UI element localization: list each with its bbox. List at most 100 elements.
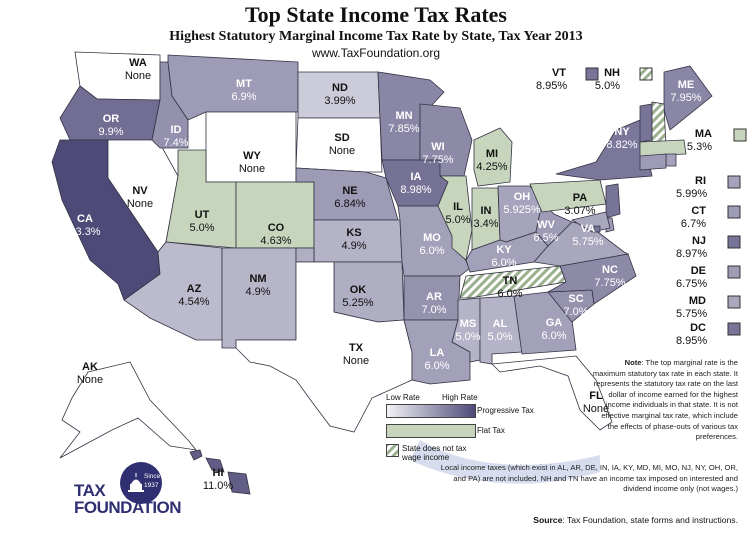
state-abbr: AL xyxy=(492,318,508,330)
state-label-me: ME 7.95% xyxy=(670,79,701,105)
state-abbr: NJ xyxy=(691,235,706,247)
state-abbr: CT xyxy=(691,205,706,217)
source-text: : Tax Foundation, state forms and instru… xyxy=(562,515,738,525)
state-label-wa: WA None xyxy=(125,57,151,83)
state-label-in: IN 3.4% xyxy=(473,205,498,231)
state-abbr: OR xyxy=(102,113,120,125)
state-rate: 5.99% xyxy=(676,188,708,200)
state-nc xyxy=(547,253,637,305)
state-rate: None xyxy=(126,198,154,210)
state-abbr: NE xyxy=(342,185,358,197)
state-rate: 6.75% xyxy=(676,278,708,290)
state-abbr: MT xyxy=(236,78,252,90)
swatch-ma xyxy=(733,128,747,142)
swatch-de xyxy=(727,265,741,279)
website-link[interactable]: www.TaxFoundation.org xyxy=(311,46,441,60)
note-text: Note: The top marginal rate is the maxim… xyxy=(590,358,738,443)
state-tx xyxy=(235,261,413,433)
state-label-ne: NE 6.84% xyxy=(334,185,365,211)
state-label-tn: TN 6.0% xyxy=(497,275,522,301)
side-label-vt: VT 8.95% xyxy=(536,67,568,93)
state-mi xyxy=(473,127,513,187)
state-label-ak: AK None xyxy=(77,361,103,387)
state-abbr: KS xyxy=(346,227,362,239)
state-rate: 9.9% xyxy=(98,126,124,138)
tax-foundation-logo: TAX FOUNDATION xyxy=(74,482,182,516)
legend-progressive-label: Progressive Tax xyxy=(477,406,534,415)
state-abbr: VT xyxy=(551,67,566,79)
state-label-co: CO 4.63% xyxy=(260,222,291,248)
state-rate: 7.85% xyxy=(388,123,420,135)
state-abbr: ND xyxy=(332,82,348,94)
map-title: Top State Income Tax Rates xyxy=(245,2,507,27)
state-rate: 8.82% xyxy=(606,139,638,151)
state-label-nd: ND 3.99% xyxy=(324,82,355,108)
state-rate: 6.0% xyxy=(419,245,445,257)
state-ri xyxy=(665,153,677,167)
state-rate: 6.0% xyxy=(497,288,523,300)
state-vt xyxy=(639,103,653,143)
state-rate: 6.84% xyxy=(334,198,366,210)
state-rate: 6.5% xyxy=(533,232,559,244)
state-rate: 11.0% xyxy=(202,480,234,492)
state-rate: 7.95% xyxy=(670,92,702,104)
side-label-nj: NJ 8.97% xyxy=(676,235,708,261)
state-rate: 6.0% xyxy=(424,360,450,372)
state-rate: 8.97% xyxy=(676,248,708,260)
legend-low-label: Low Rate xyxy=(386,393,420,402)
state-rate: 8.95% xyxy=(536,80,568,92)
state-hi xyxy=(189,449,251,495)
state-label-mo: MO 6.0% xyxy=(419,232,444,258)
swatch-ct xyxy=(727,205,741,219)
side-label-dc: DC 8.95% xyxy=(676,322,707,348)
note-heading: Note xyxy=(624,358,642,367)
state-label-fl: FL None xyxy=(583,390,609,416)
state-rate: 7.0% xyxy=(421,304,447,316)
state-abbr: GA xyxy=(545,317,563,329)
state-shapes xyxy=(51,51,747,495)
state-label-az: AZ 4.54% xyxy=(178,283,209,309)
state-abbr: IN xyxy=(480,205,492,217)
swatch-nh xyxy=(639,67,653,81)
state-rate: 4.9% xyxy=(245,286,271,298)
state-dc xyxy=(593,225,601,233)
swatch-md xyxy=(727,295,741,309)
legend-flat-swatch xyxy=(386,424,476,438)
state-label-sc: SC 7.0% xyxy=(563,293,588,319)
state-rate: 4.54% xyxy=(178,296,210,308)
state-abbr: VA xyxy=(580,223,596,235)
note-body: : The top marginal rate is the maximum s… xyxy=(592,358,738,442)
state-il xyxy=(437,175,473,261)
state-abbr: IL xyxy=(453,201,463,213)
state-rate: 6.0% xyxy=(541,330,567,342)
state-label-tx: TX None xyxy=(343,342,369,368)
state-abbr: NM xyxy=(249,273,267,285)
state-abbr: MI xyxy=(485,148,499,160)
state-label-ms: MS 5.0% xyxy=(455,318,480,344)
state-rate: 5.0% xyxy=(455,331,481,343)
side-label-ct: CT 6.7% xyxy=(676,205,706,231)
side-label-md: MD 5.75% xyxy=(676,295,707,321)
state-ma xyxy=(639,139,687,157)
state-label-il: IL 5.0% xyxy=(445,201,470,227)
state-abbr: KY xyxy=(496,244,512,256)
state-ak xyxy=(59,361,197,459)
state-rate: 7.75% xyxy=(594,277,626,289)
state-nj xyxy=(605,183,621,219)
state-abbr: ME xyxy=(677,79,695,91)
state-abbr: OH xyxy=(513,191,531,203)
legend-no-wage-label: State does not tax wage income xyxy=(402,444,467,462)
state-label-or: OR 9.9% xyxy=(98,113,123,139)
state-rate: 7.75% xyxy=(422,154,454,166)
state-label-al: AL 5.0% xyxy=(487,318,512,344)
state-abbr: SD xyxy=(334,132,350,144)
state-abbr: NC xyxy=(602,264,618,276)
state-sd xyxy=(295,117,383,173)
state-label-hi: HI 11.0% xyxy=(203,467,233,493)
state-rate: None xyxy=(328,145,356,157)
logo-since: Since xyxy=(144,473,161,480)
state-label-ky: KY 6.0% xyxy=(491,244,516,270)
state-label-ok: OK 5.25% xyxy=(342,284,373,310)
state-tn xyxy=(459,265,567,299)
